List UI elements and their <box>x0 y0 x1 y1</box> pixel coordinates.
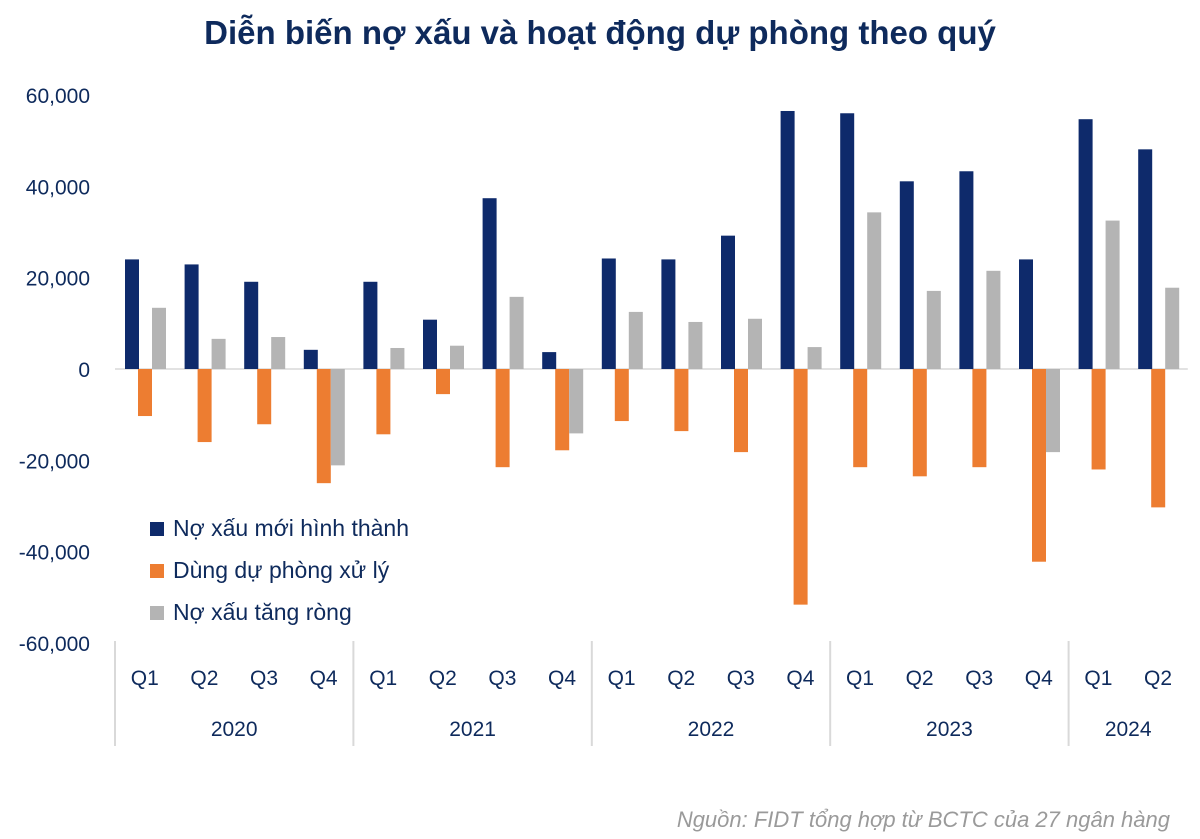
bar-0-5 <box>423 319 437 369</box>
legend-swatch <box>150 564 164 578</box>
quarter-label: Q3 <box>250 667 278 690</box>
bar-0-6 <box>482 198 497 369</box>
year-label: 2024 <box>1105 718 1152 741</box>
bar-1-4 <box>376 369 391 435</box>
bar-2-12 <box>867 212 882 369</box>
bar-0-0 <box>125 259 139 369</box>
quarter-label: Q1 <box>131 667 159 690</box>
bar-2-4 <box>390 347 405 369</box>
quarter-label: Q4 <box>548 667 576 690</box>
quarter-label: Q1 <box>1084 667 1112 690</box>
bar-1-16 <box>1091 369 1106 470</box>
quarter-label: Q2 <box>190 667 218 690</box>
quarter-label: Q3 <box>965 667 993 690</box>
bar-1-11 <box>793 369 808 605</box>
bar-0-8 <box>601 258 616 369</box>
year-label: 2023 <box>926 718 973 741</box>
y-tick-label: 0 <box>78 359 90 382</box>
bar-2-10 <box>748 318 762 369</box>
bar-0-14 <box>959 171 974 369</box>
bar-1-15 <box>1032 369 1046 562</box>
bar-2-9 <box>688 321 703 369</box>
quarter-label: Q2 <box>667 667 695 690</box>
legend-swatch <box>150 606 164 620</box>
y-tick-label: -40,000 <box>19 542 90 565</box>
bar-1-14 <box>972 369 987 468</box>
bar-0-3 <box>303 349 318 369</box>
bar-1-13 <box>912 369 927 477</box>
bar-1-12 <box>853 369 868 468</box>
y-tick-label: -60,000 <box>19 633 90 656</box>
legend-label: Nợ xấu mới hình thành <box>173 515 409 541</box>
bar-2-11 <box>807 347 822 369</box>
bar-0-16 <box>1078 119 1093 369</box>
bar-1-9 <box>674 369 689 432</box>
bar-1-8 <box>614 369 629 422</box>
bar-2-14 <box>986 270 1001 369</box>
bar-0-2 <box>244 281 259 369</box>
year-label: 2020 <box>211 718 258 741</box>
bar-1-3 <box>316 369 331 484</box>
bar-1-7 <box>555 369 570 451</box>
bar-2-3 <box>330 369 345 466</box>
bar-1-0 <box>138 369 152 417</box>
y-tick-label: 60,000 <box>26 85 90 108</box>
legend-swatch <box>150 522 164 536</box>
quarter-label: Q4 <box>1025 667 1053 690</box>
bar-2-1 <box>211 338 226 369</box>
bar-1-5 <box>436 369 450 395</box>
bar-2-2 <box>271 337 286 369</box>
bar-0-10 <box>721 235 735 369</box>
source-note: Nguồn: FIDT tổng hợp từ BCTC của 27 ngân… <box>676 807 1170 832</box>
quarter-label: Q4 <box>786 667 814 690</box>
chart-title: Diễn biến nợ xấu và hoạt động dự phòng t… <box>204 14 996 51</box>
quarter-label: Q1 <box>608 667 636 690</box>
bar-1-17 <box>1151 369 1166 508</box>
bar-2-8 <box>628 311 643 369</box>
bar-1-2 <box>257 369 272 425</box>
bar-2-5 <box>450 345 464 369</box>
quarter-label: Q3 <box>488 667 516 690</box>
y-tick-label: -20,000 <box>19 450 90 473</box>
bar-2-16 <box>1105 220 1120 369</box>
bar-0-9 <box>661 259 676 369</box>
bar-2-6 <box>509 296 524 369</box>
bar-1-6 <box>495 369 510 468</box>
y-tick-label: 40,000 <box>26 176 90 199</box>
quarter-label: Q4 <box>310 667 338 690</box>
quarter-label: Q2 <box>906 667 934 690</box>
bar-2-15 <box>1046 369 1060 453</box>
bar-0-15 <box>1019 259 1033 369</box>
quarter-label: Q1 <box>369 667 397 690</box>
bar-2-7 <box>569 369 584 434</box>
bar-2-0 <box>152 307 166 369</box>
bar-0-7 <box>542 352 557 369</box>
year-label: 2021 <box>449 718 496 741</box>
bar-0-4 <box>363 281 378 369</box>
legend-label: Dùng dự phòng xử lý <box>173 557 390 583</box>
bar-0-17 <box>1138 149 1153 369</box>
year-label: 2022 <box>688 718 735 741</box>
quarter-label: Q2 <box>429 667 457 690</box>
y-tick-label: 20,000 <box>26 268 90 291</box>
quarter-label: Q3 <box>727 667 755 690</box>
bar-0-13 <box>899 181 914 369</box>
quarter-label: Q2 <box>1144 667 1172 690</box>
quarter-label: Q1 <box>846 667 874 690</box>
bar-1-1 <box>197 369 212 443</box>
bar-2-13 <box>926 290 941 369</box>
bar-1-10 <box>734 369 748 453</box>
legend-label: Nợ xấu tăng ròng <box>173 599 352 625</box>
bar-0-12 <box>840 113 855 370</box>
bar-2-17 <box>1165 287 1180 369</box>
bar-0-11 <box>780 110 795 369</box>
bar-0-1 <box>184 264 199 369</box>
